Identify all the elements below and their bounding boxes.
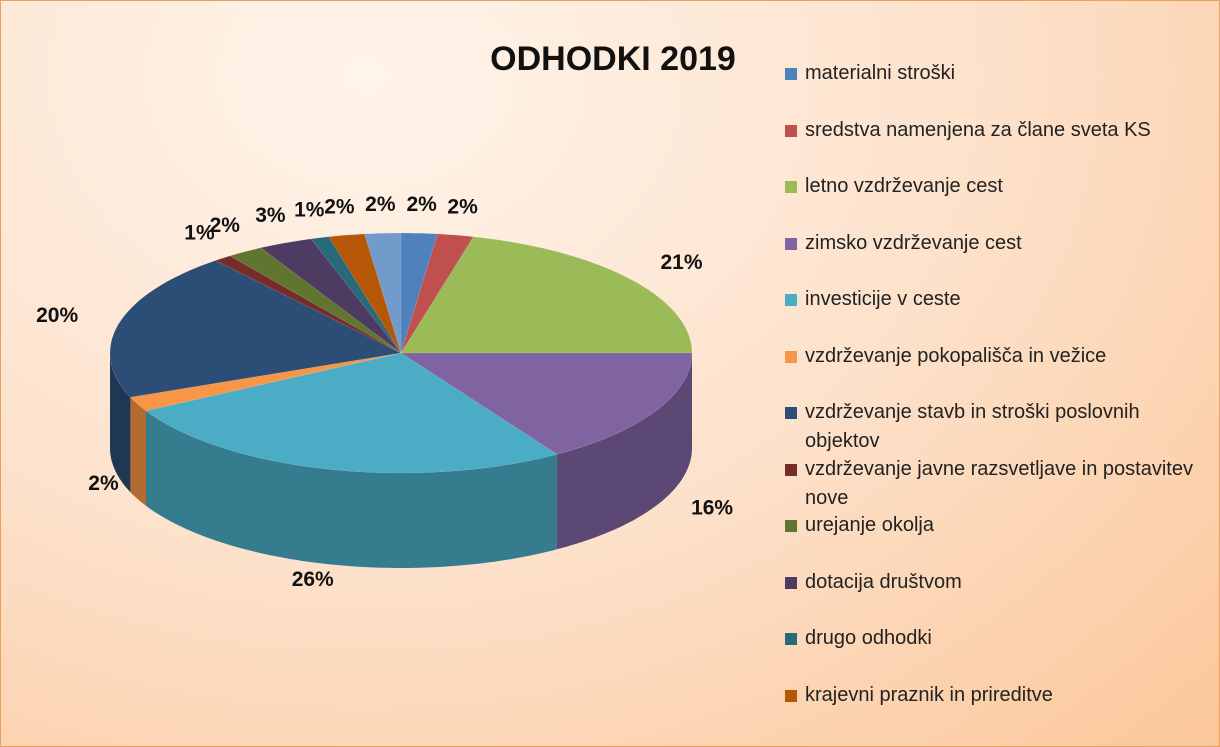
pie-side <box>146 410 557 568</box>
data-label: 1% <box>294 198 325 221</box>
pie-slice <box>129 352 402 412</box>
pie-slice <box>400 233 474 354</box>
legend-item: sredstva namenjena za člane sveta KS <box>783 116 1195 145</box>
pie-slice <box>400 236 693 354</box>
legend-item: vzdrževanje javne razsvetljave in postav… <box>783 455 1195 513</box>
data-label: 21% <box>661 251 703 274</box>
legend-label: krajevni praznik in prireditve <box>805 683 1053 706</box>
pie-side <box>110 353 131 493</box>
data-label: 2% <box>88 472 119 495</box>
legend-swatch <box>785 463 797 476</box>
legend-label: vzdrževanje javne razsvetljave in postav… <box>805 457 1193 509</box>
legend-label: sredstva namenjena za člane sveta KS <box>805 118 1151 141</box>
legend-item: zimsko vzdrževanje cest <box>783 229 1195 258</box>
pie-slice <box>328 233 402 354</box>
pie-slice <box>260 238 402 354</box>
legend-swatch <box>785 294 797 306</box>
legend-item: drugo odhodki <box>783 624 1195 653</box>
legend-swatch <box>785 124 797 137</box>
legend-label: investicije v ceste <box>805 288 961 310</box>
legend-label: drugo odhodki <box>805 627 932 649</box>
pie-side <box>556 353 692 550</box>
legend-item: vzdrževanje stavb in stroški poslovnih o… <box>783 398 1195 456</box>
legend-swatch <box>785 576 797 589</box>
data-label: 2% <box>324 195 355 218</box>
legend-label: zimsko vzdrževanje cest <box>805 231 1022 254</box>
pie-slice <box>364 232 402 354</box>
legend-label: dotacija društvom <box>805 570 962 593</box>
data-label: 2% <box>406 193 437 216</box>
data-label: 1% <box>184 221 215 244</box>
data-label: 26% <box>292 568 334 591</box>
pie-slice <box>145 352 558 474</box>
data-label: 2% <box>210 214 241 237</box>
pie-slice <box>229 247 402 354</box>
legend-item: materialni stroški <box>783 59 1195 88</box>
legend-swatch <box>785 181 797 193</box>
legend-item: urejanje okolja <box>783 511 1195 540</box>
legend-item: dotacija društvom <box>783 568 1195 597</box>
legend-swatch <box>785 407 797 419</box>
legend-item: vzdrževanje pokopališča in vežice <box>783 342 1195 371</box>
legend-label: urejanje okolja <box>805 514 934 536</box>
data-label: 2% <box>447 195 478 218</box>
legend-item: krajevni praznik in prireditve <box>783 681 1195 710</box>
legend-swatch <box>785 68 797 80</box>
legend-item: investicije v ceste <box>783 285 1195 314</box>
pie-slice <box>400 352 693 455</box>
legend-label: letno vzdrževanje cest <box>805 175 1003 197</box>
legend-label: materialni stroški <box>805 62 956 84</box>
chart-title: ODHODKI 2019 <box>490 40 736 78</box>
pie-slice <box>109 260 402 398</box>
legend-label: vzdrževanje pokopališča in vežice <box>805 344 1107 367</box>
legend-swatch <box>785 237 797 250</box>
legend-label: vzdrževanje stavb in stroški poslovnih o… <box>805 401 1140 452</box>
data-label: 2% <box>365 193 396 216</box>
legend-swatch <box>785 689 797 702</box>
legend-swatch <box>785 350 797 363</box>
legend-swatch <box>785 633 797 645</box>
data-label: 20% <box>36 304 78 327</box>
pie-slice <box>400 232 438 354</box>
legend-swatch <box>785 520 797 532</box>
legend-item: letno vzdrževanje cest <box>783 172 1195 201</box>
pie-side <box>130 397 146 506</box>
data-label: 16% <box>691 497 733 520</box>
data-label: 3% <box>255 204 286 227</box>
